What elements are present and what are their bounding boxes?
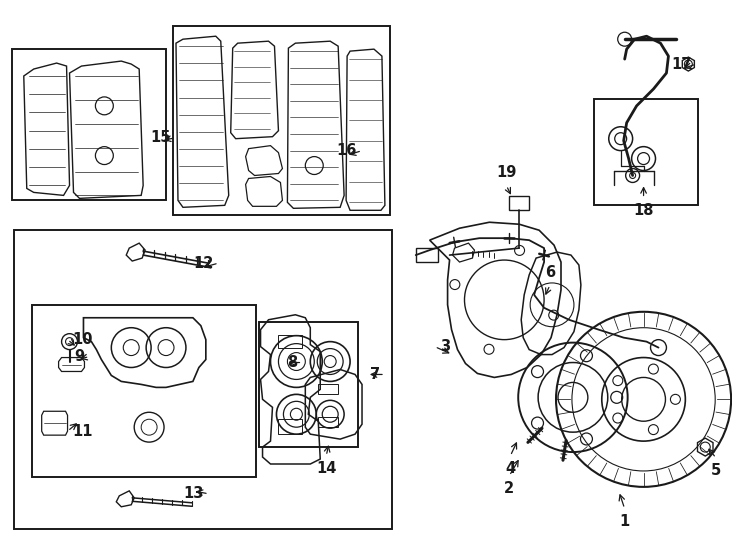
Text: 8: 8 [287,355,297,370]
Text: 7: 7 [370,367,380,382]
Text: 10: 10 [73,332,93,347]
Text: 3: 3 [440,339,450,354]
Text: 19: 19 [496,165,517,180]
Text: 15: 15 [150,130,171,145]
Text: 13: 13 [184,487,204,501]
Text: 1: 1 [619,514,630,529]
Text: 6: 6 [545,265,555,280]
Text: 2: 2 [504,481,515,496]
Text: 12: 12 [194,255,214,271]
Text: 4: 4 [505,461,515,476]
Text: 5: 5 [711,463,722,478]
Text: 11: 11 [73,424,93,438]
Text: 14: 14 [316,461,336,476]
Text: 16: 16 [337,143,357,158]
Text: 17: 17 [671,57,691,72]
Text: 18: 18 [633,204,654,218]
Text: 9: 9 [74,349,84,364]
